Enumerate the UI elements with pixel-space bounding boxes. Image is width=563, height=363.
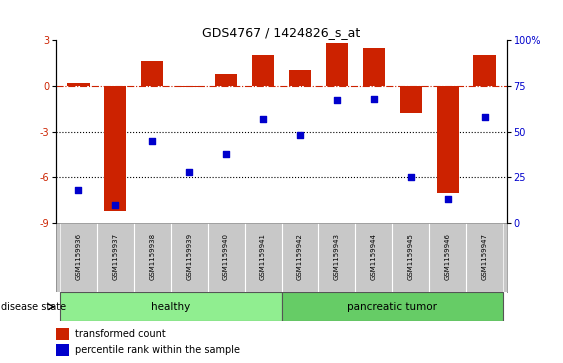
Bar — [60, 223, 97, 292]
Bar — [134, 223, 171, 292]
Bar — [97, 223, 134, 292]
Bar — [56, 344, 69, 356]
Text: GSM1159937: GSM1159937 — [113, 233, 118, 280]
Bar — [56, 328, 69, 340]
Text: disease state: disease state — [1, 302, 66, 312]
Text: GSM1159943: GSM1159943 — [334, 233, 340, 280]
Text: GSM1159942: GSM1159942 — [297, 233, 303, 280]
Bar — [466, 223, 503, 292]
Point — [185, 169, 194, 175]
Bar — [326, 43, 348, 86]
Bar — [473, 55, 495, 86]
Bar — [319, 223, 355, 292]
Text: healthy: healthy — [151, 302, 190, 312]
Point — [258, 116, 267, 122]
Bar — [68, 83, 90, 86]
Point — [369, 96, 378, 102]
Text: GSM1159944: GSM1159944 — [371, 233, 377, 280]
Bar — [392, 223, 429, 292]
Point — [480, 114, 489, 120]
Text: GSM1159946: GSM1159946 — [445, 233, 450, 280]
Bar — [400, 86, 422, 113]
Point — [222, 151, 231, 156]
Bar — [282, 223, 319, 292]
Text: GSM1159940: GSM1159940 — [223, 233, 229, 280]
Bar — [252, 55, 274, 86]
Point — [332, 98, 341, 103]
Bar — [244, 223, 282, 292]
Text: GSM1159945: GSM1159945 — [408, 233, 414, 280]
Text: transformed count: transformed count — [75, 329, 166, 339]
Text: pancreatic tumor: pancreatic tumor — [347, 302, 437, 312]
Bar — [355, 223, 392, 292]
Point — [148, 138, 157, 144]
Point — [296, 132, 305, 138]
Point — [74, 187, 83, 193]
Bar — [429, 223, 466, 292]
Text: GSM1159938: GSM1159938 — [149, 233, 155, 280]
Bar — [363, 48, 385, 86]
Title: GDS4767 / 1424826_s_at: GDS4767 / 1424826_s_at — [202, 26, 361, 39]
Bar — [208, 223, 244, 292]
Bar — [60, 292, 282, 321]
Bar — [289, 70, 311, 86]
Bar — [141, 61, 163, 86]
Bar — [215, 74, 237, 86]
Bar — [282, 292, 503, 321]
Text: GSM1159941: GSM1159941 — [260, 233, 266, 280]
Text: GSM1159939: GSM1159939 — [186, 233, 192, 280]
Bar — [171, 223, 208, 292]
Point — [443, 196, 452, 202]
Bar — [104, 86, 127, 211]
Text: percentile rank within the sample: percentile rank within the sample — [75, 345, 240, 355]
Text: GSM1159947: GSM1159947 — [481, 233, 488, 280]
Bar — [436, 86, 459, 193]
Text: GSM1159936: GSM1159936 — [75, 233, 82, 280]
Point — [111, 202, 120, 208]
Point — [406, 175, 415, 180]
